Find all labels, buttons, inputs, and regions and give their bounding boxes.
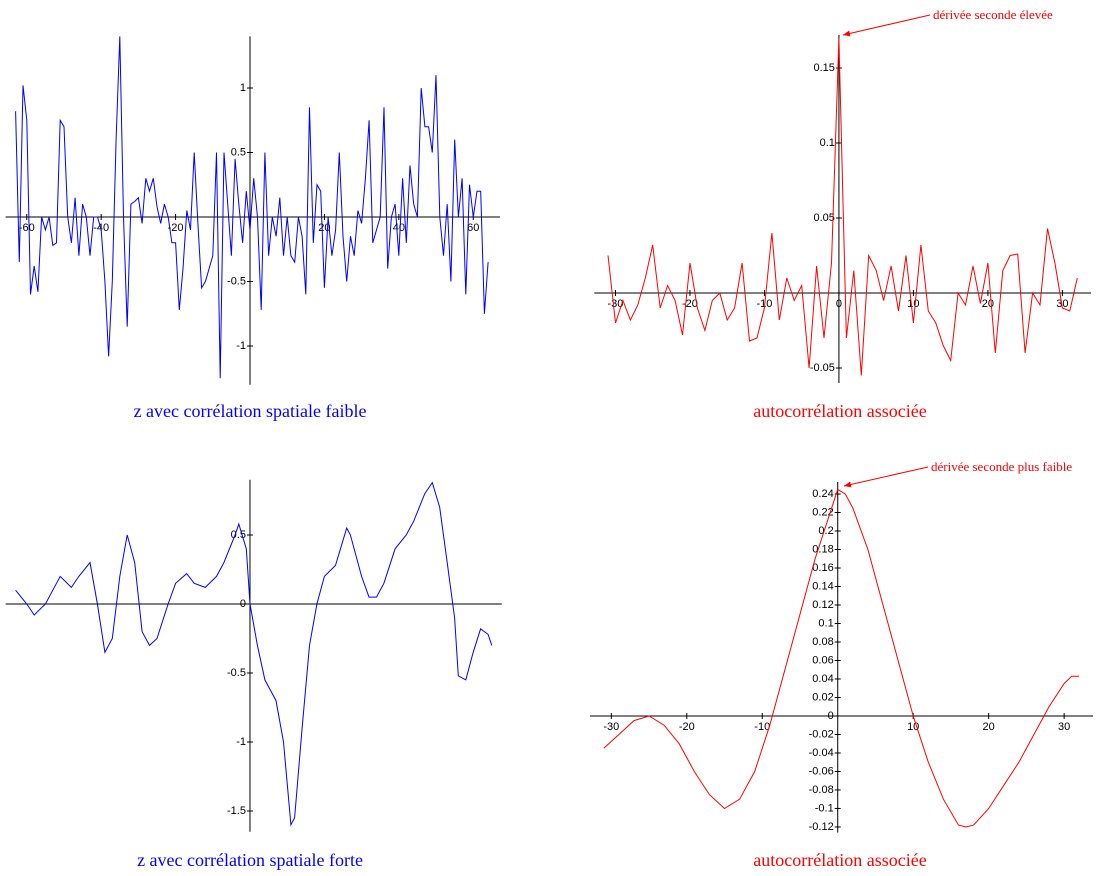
- y-tick-label: -0.06: [809, 765, 834, 777]
- x-tick-label: -30: [608, 298, 624, 310]
- y-tick-label: -0.04: [809, 747, 834, 759]
- y-tick-label: 0.08: [812, 636, 833, 648]
- data-line: [607, 37, 1078, 376]
- x-tick-label: 30: [1056, 298, 1068, 310]
- y-tick-label: 0.06: [812, 654, 833, 666]
- data-line: [603, 488, 1080, 828]
- x-tick-label: -30: [603, 721, 619, 733]
- x-tick-label: -20: [682, 298, 698, 310]
- y-tick-label: -0.05: [810, 362, 835, 374]
- x-tick-label: -10: [754, 721, 770, 733]
- x-tick-label: 10: [907, 298, 919, 310]
- x-tick-label: -20: [168, 222, 184, 234]
- data-line: [15, 481, 493, 827]
- y-tick-label: 0.12: [812, 599, 833, 611]
- x-tick-label: 60: [467, 222, 479, 234]
- y-tick-label: 0.24: [812, 488, 833, 500]
- y-tick-label: 0.5: [231, 146, 246, 158]
- y-tick-label: 0.22: [812, 506, 833, 518]
- y-tick-label: 0.5: [231, 529, 246, 541]
- y-tick-label: 0.16: [812, 562, 833, 574]
- y-tick-label: -0.02: [809, 728, 834, 740]
- y-tick-label: -1.5: [227, 805, 246, 817]
- y-tick-label: -0.1: [815, 802, 834, 814]
- y-tick-label: -0.5: [227, 667, 246, 679]
- x-tick-label: 20: [983, 721, 995, 733]
- x-tick-label: 40: [393, 222, 405, 234]
- caption: z avec corrélation spatiale forte: [137, 850, 363, 870]
- y-tick-label: 0.2: [818, 525, 833, 537]
- y-tick-label: 0.04: [812, 673, 833, 685]
- y-tick-label: 0.02: [812, 691, 833, 703]
- caption: z avec corrélation spatiale faible: [134, 401, 367, 421]
- x-tick-label: -40: [93, 222, 109, 234]
- y-tick-label: 1: [240, 82, 246, 94]
- y-tick-label: 0.1: [820, 137, 835, 149]
- annotation: dérivée seconde plus faible: [931, 459, 1072, 474]
- x-tick-label: 20: [982, 298, 994, 310]
- y-tick-label: -0.12: [809, 821, 834, 833]
- y-tick-label: 0.05: [814, 212, 835, 224]
- y-tick-label: 0: [828, 710, 834, 722]
- y-tick-label: -1: [236, 736, 246, 748]
- x-tick-label: -20: [679, 721, 695, 733]
- caption: autocorrélation associée: [753, 401, 926, 421]
- caption: autocorrélation associée: [753, 850, 926, 870]
- x-tick-label: -60: [19, 222, 35, 234]
- annotation: dérivée seconde élevée: [933, 7, 1053, 22]
- y-tick-label: 0.15: [814, 62, 835, 74]
- y-tick-label: -0.08: [809, 784, 834, 796]
- y-tick-label: -0.5: [227, 275, 246, 287]
- y-tick-label: 0.1: [818, 617, 833, 629]
- y-tick-label: 0.14: [812, 580, 833, 592]
- y-tick-label: 0.18: [812, 543, 833, 555]
- x-tick-label: 0: [836, 298, 842, 310]
- y-tick-label: -1: [236, 340, 246, 352]
- y-tick-label: 0: [240, 598, 246, 610]
- annotation-arrow: [842, 14, 931, 37]
- data-line: [15, 36, 489, 379]
- x-tick-label: 30: [1058, 721, 1070, 733]
- x-tick-label: 10: [907, 721, 919, 733]
- annotation-arrow: [843, 466, 929, 488]
